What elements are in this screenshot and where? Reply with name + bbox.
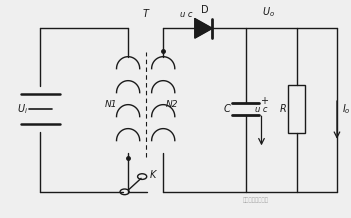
Text: +: + bbox=[260, 96, 268, 106]
Text: u c: u c bbox=[255, 104, 268, 114]
Text: 硬件十万个为什么: 硬件十万个为什么 bbox=[243, 198, 269, 203]
Text: $U_o$: $U_o$ bbox=[262, 5, 275, 19]
Text: N2: N2 bbox=[166, 100, 178, 109]
Text: $U_i$: $U_i$ bbox=[17, 102, 28, 116]
Text: $I_o$: $I_o$ bbox=[342, 102, 351, 116]
Polygon shape bbox=[195, 19, 212, 38]
Text: u c: u c bbox=[180, 10, 193, 19]
Text: R: R bbox=[279, 104, 286, 114]
Text: K: K bbox=[150, 170, 156, 181]
Bar bbox=[288, 85, 305, 133]
Text: N1: N1 bbox=[104, 100, 117, 109]
Text: T: T bbox=[143, 9, 149, 19]
Text: C: C bbox=[223, 104, 230, 114]
Text: D: D bbox=[201, 5, 208, 15]
